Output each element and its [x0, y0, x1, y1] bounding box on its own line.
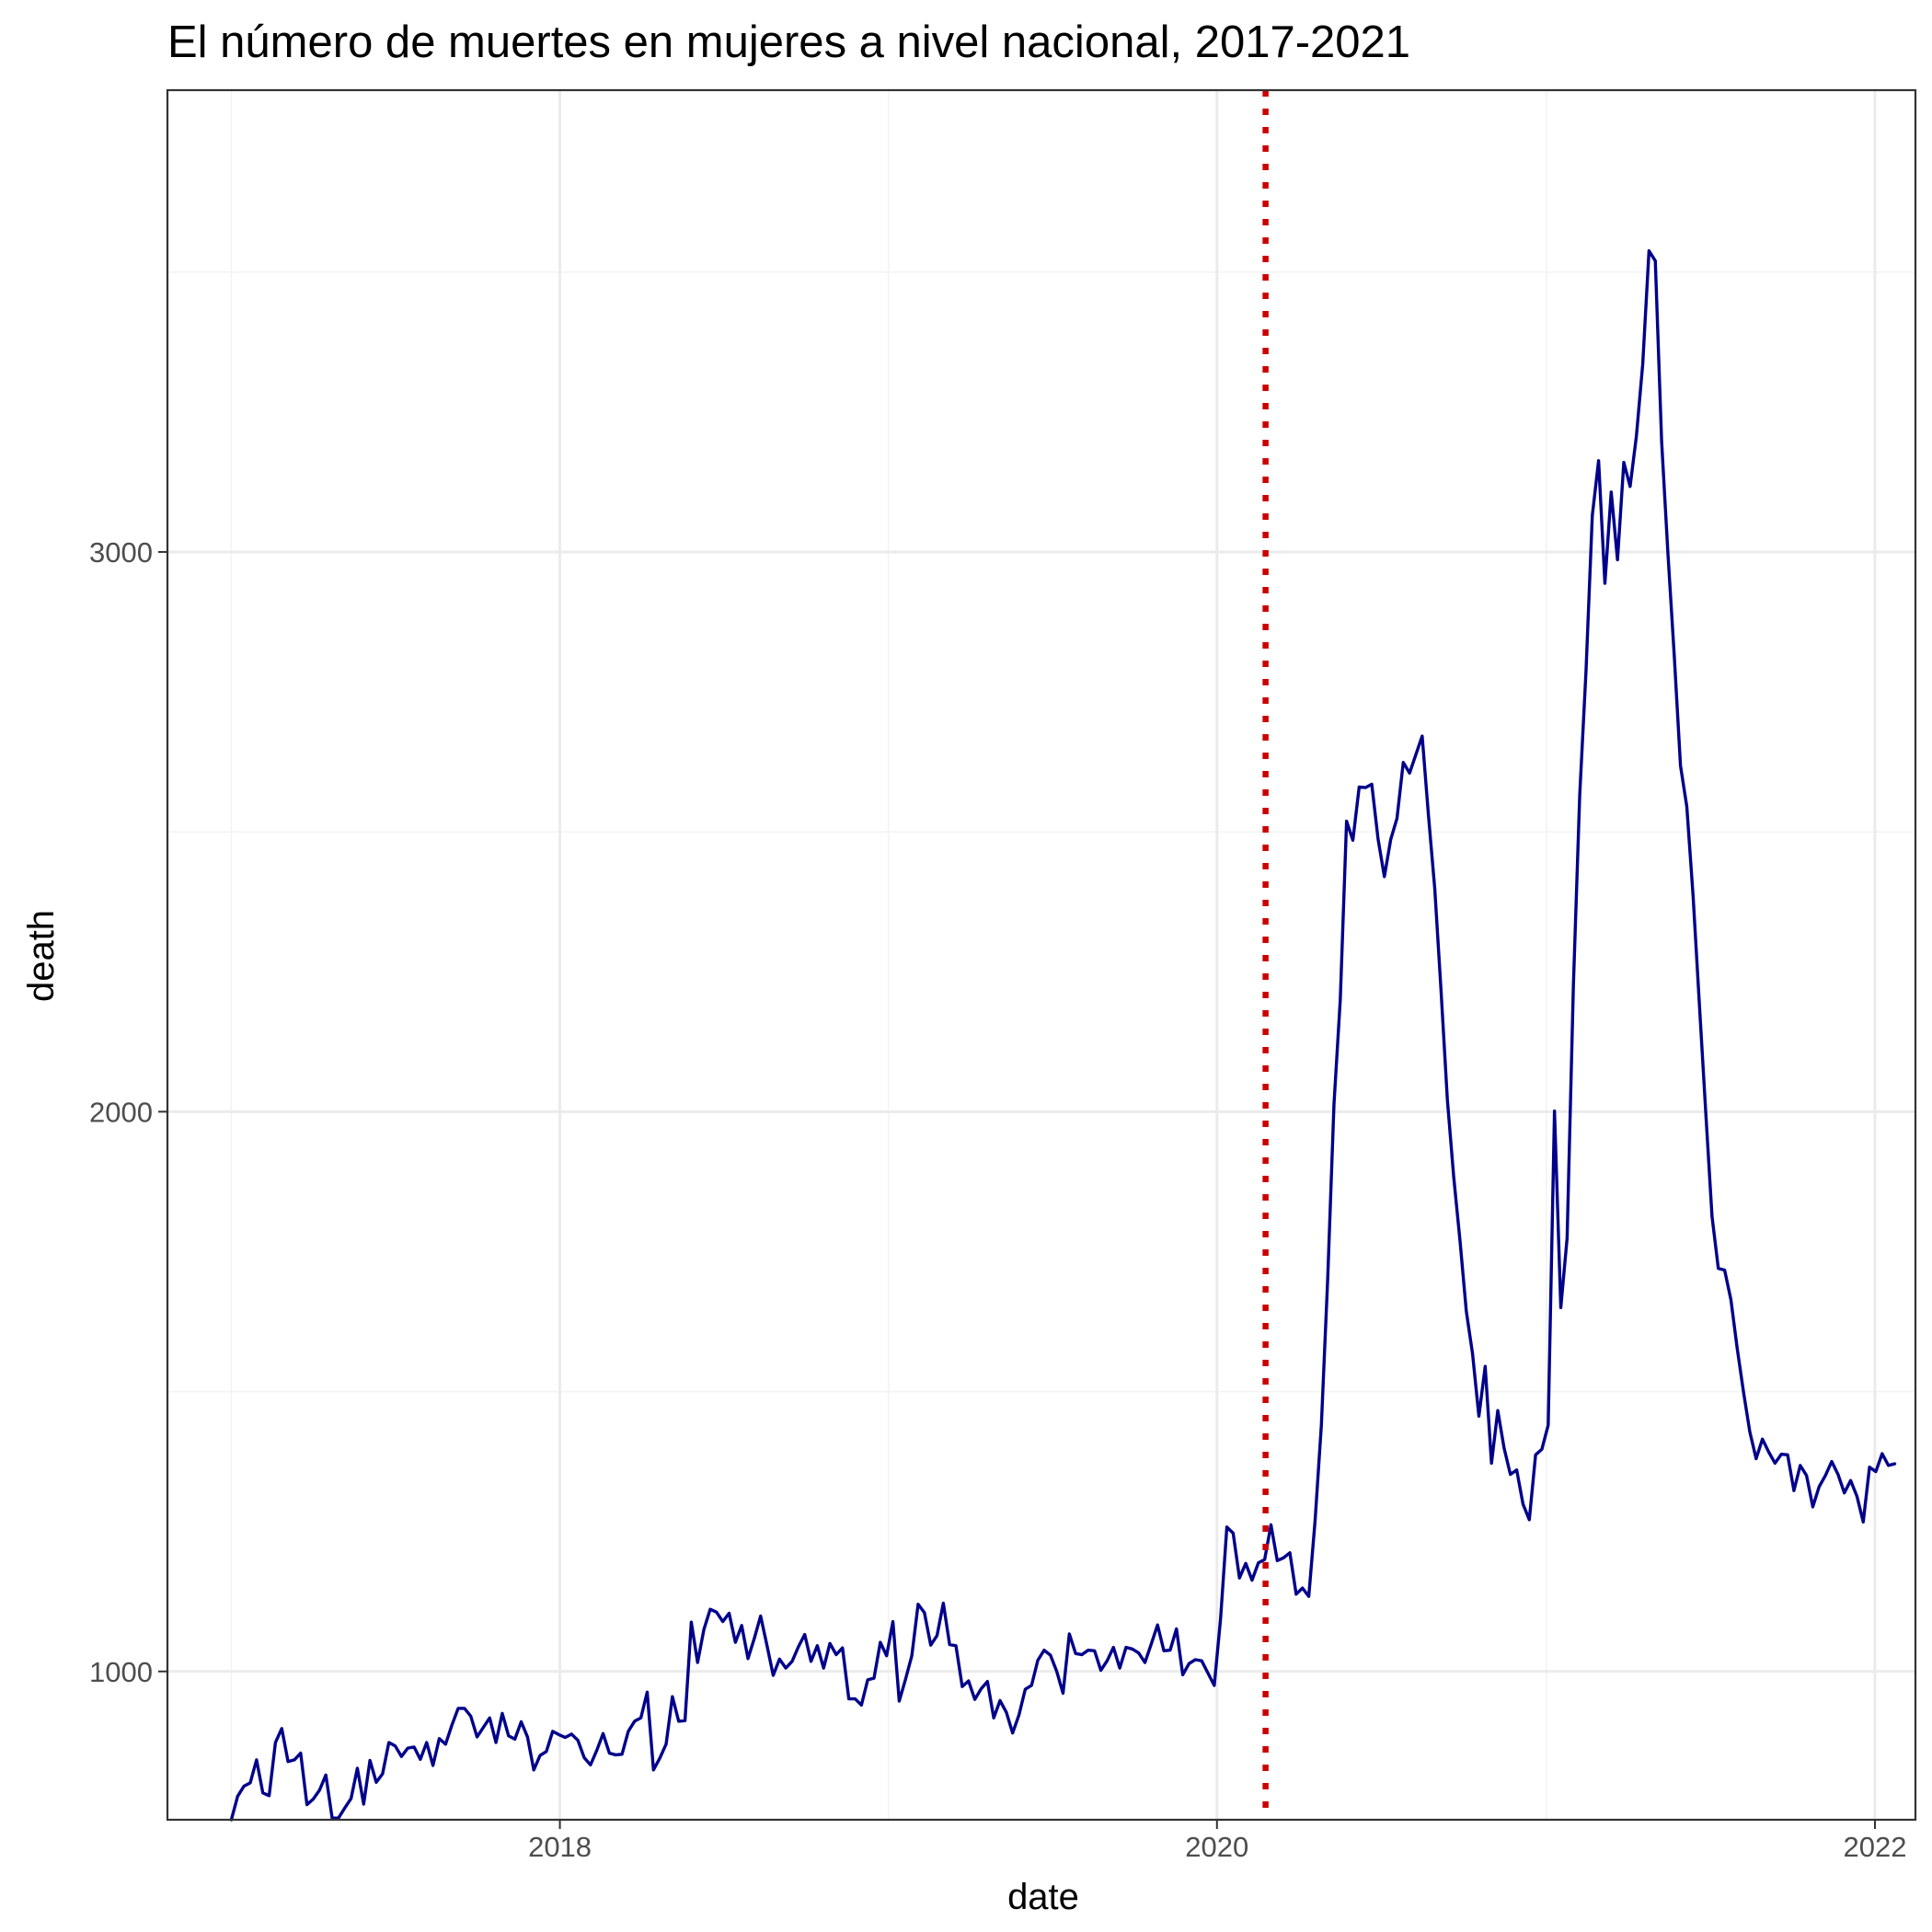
- y-axis: 1000 2000 3000: [89, 536, 167, 1688]
- chart-title: El número de muertes en mujeres a nivel …: [167, 17, 1410, 67]
- x-tick-label: 2018: [528, 1831, 592, 1863]
- series-line-deaths: [229, 248, 1897, 1822]
- x-axis-title: date: [1007, 1877, 1079, 1917]
- x-tick-label: 2022: [1843, 1831, 1906, 1863]
- y-tick-label: 1000: [89, 1656, 153, 1688]
- y-tick-label: 3000: [89, 536, 153, 569]
- x-tick-label: 2020: [1185, 1831, 1248, 1863]
- y-axis-title: death: [21, 910, 62, 1002]
- x-axis: 2018 2020 2022: [528, 1820, 1906, 1863]
- grid-minor-layer: [167, 90, 1915, 1820]
- y-tick-label: 2000: [89, 1096, 153, 1128]
- plot-panel-border: [166, 88, 1917, 1822]
- grid-major-layer: [167, 90, 1915, 1820]
